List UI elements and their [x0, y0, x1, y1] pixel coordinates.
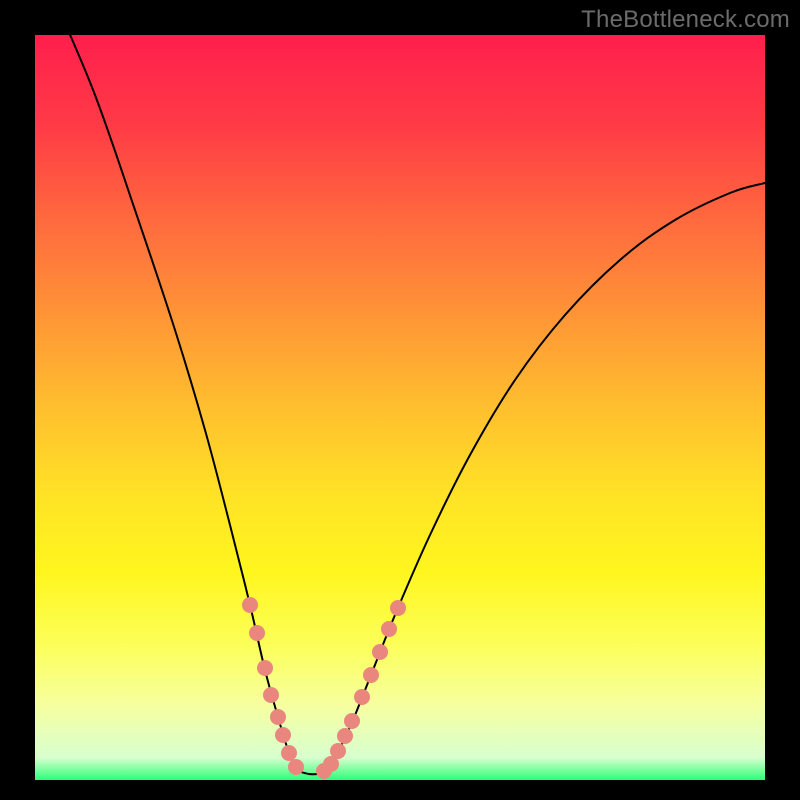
curve-dot	[281, 745, 297, 761]
curve-dot	[372, 644, 388, 660]
curve-dot	[344, 713, 360, 729]
curve-dot	[354, 689, 370, 705]
curve-dot	[288, 759, 304, 775]
curve-dot	[337, 728, 353, 744]
curve-dot	[263, 687, 279, 703]
plot-area	[35, 35, 765, 780]
curve-dot	[275, 727, 291, 743]
curve-dot	[257, 660, 273, 676]
curve-dot	[381, 621, 397, 637]
curve-dot	[330, 743, 346, 759]
curve-dot	[270, 709, 286, 725]
watermark-text: TheBottleneck.com	[581, 6, 790, 34]
chart-frame: TheBottleneck.com	[0, 0, 800, 800]
curve-dots	[242, 597, 406, 779]
curve-dot	[390, 600, 406, 616]
right-curve	[325, 183, 765, 772]
curve-dot	[242, 597, 258, 613]
curve-dot	[249, 625, 265, 641]
curve-overlay	[35, 35, 765, 780]
curve-dot	[363, 667, 379, 683]
